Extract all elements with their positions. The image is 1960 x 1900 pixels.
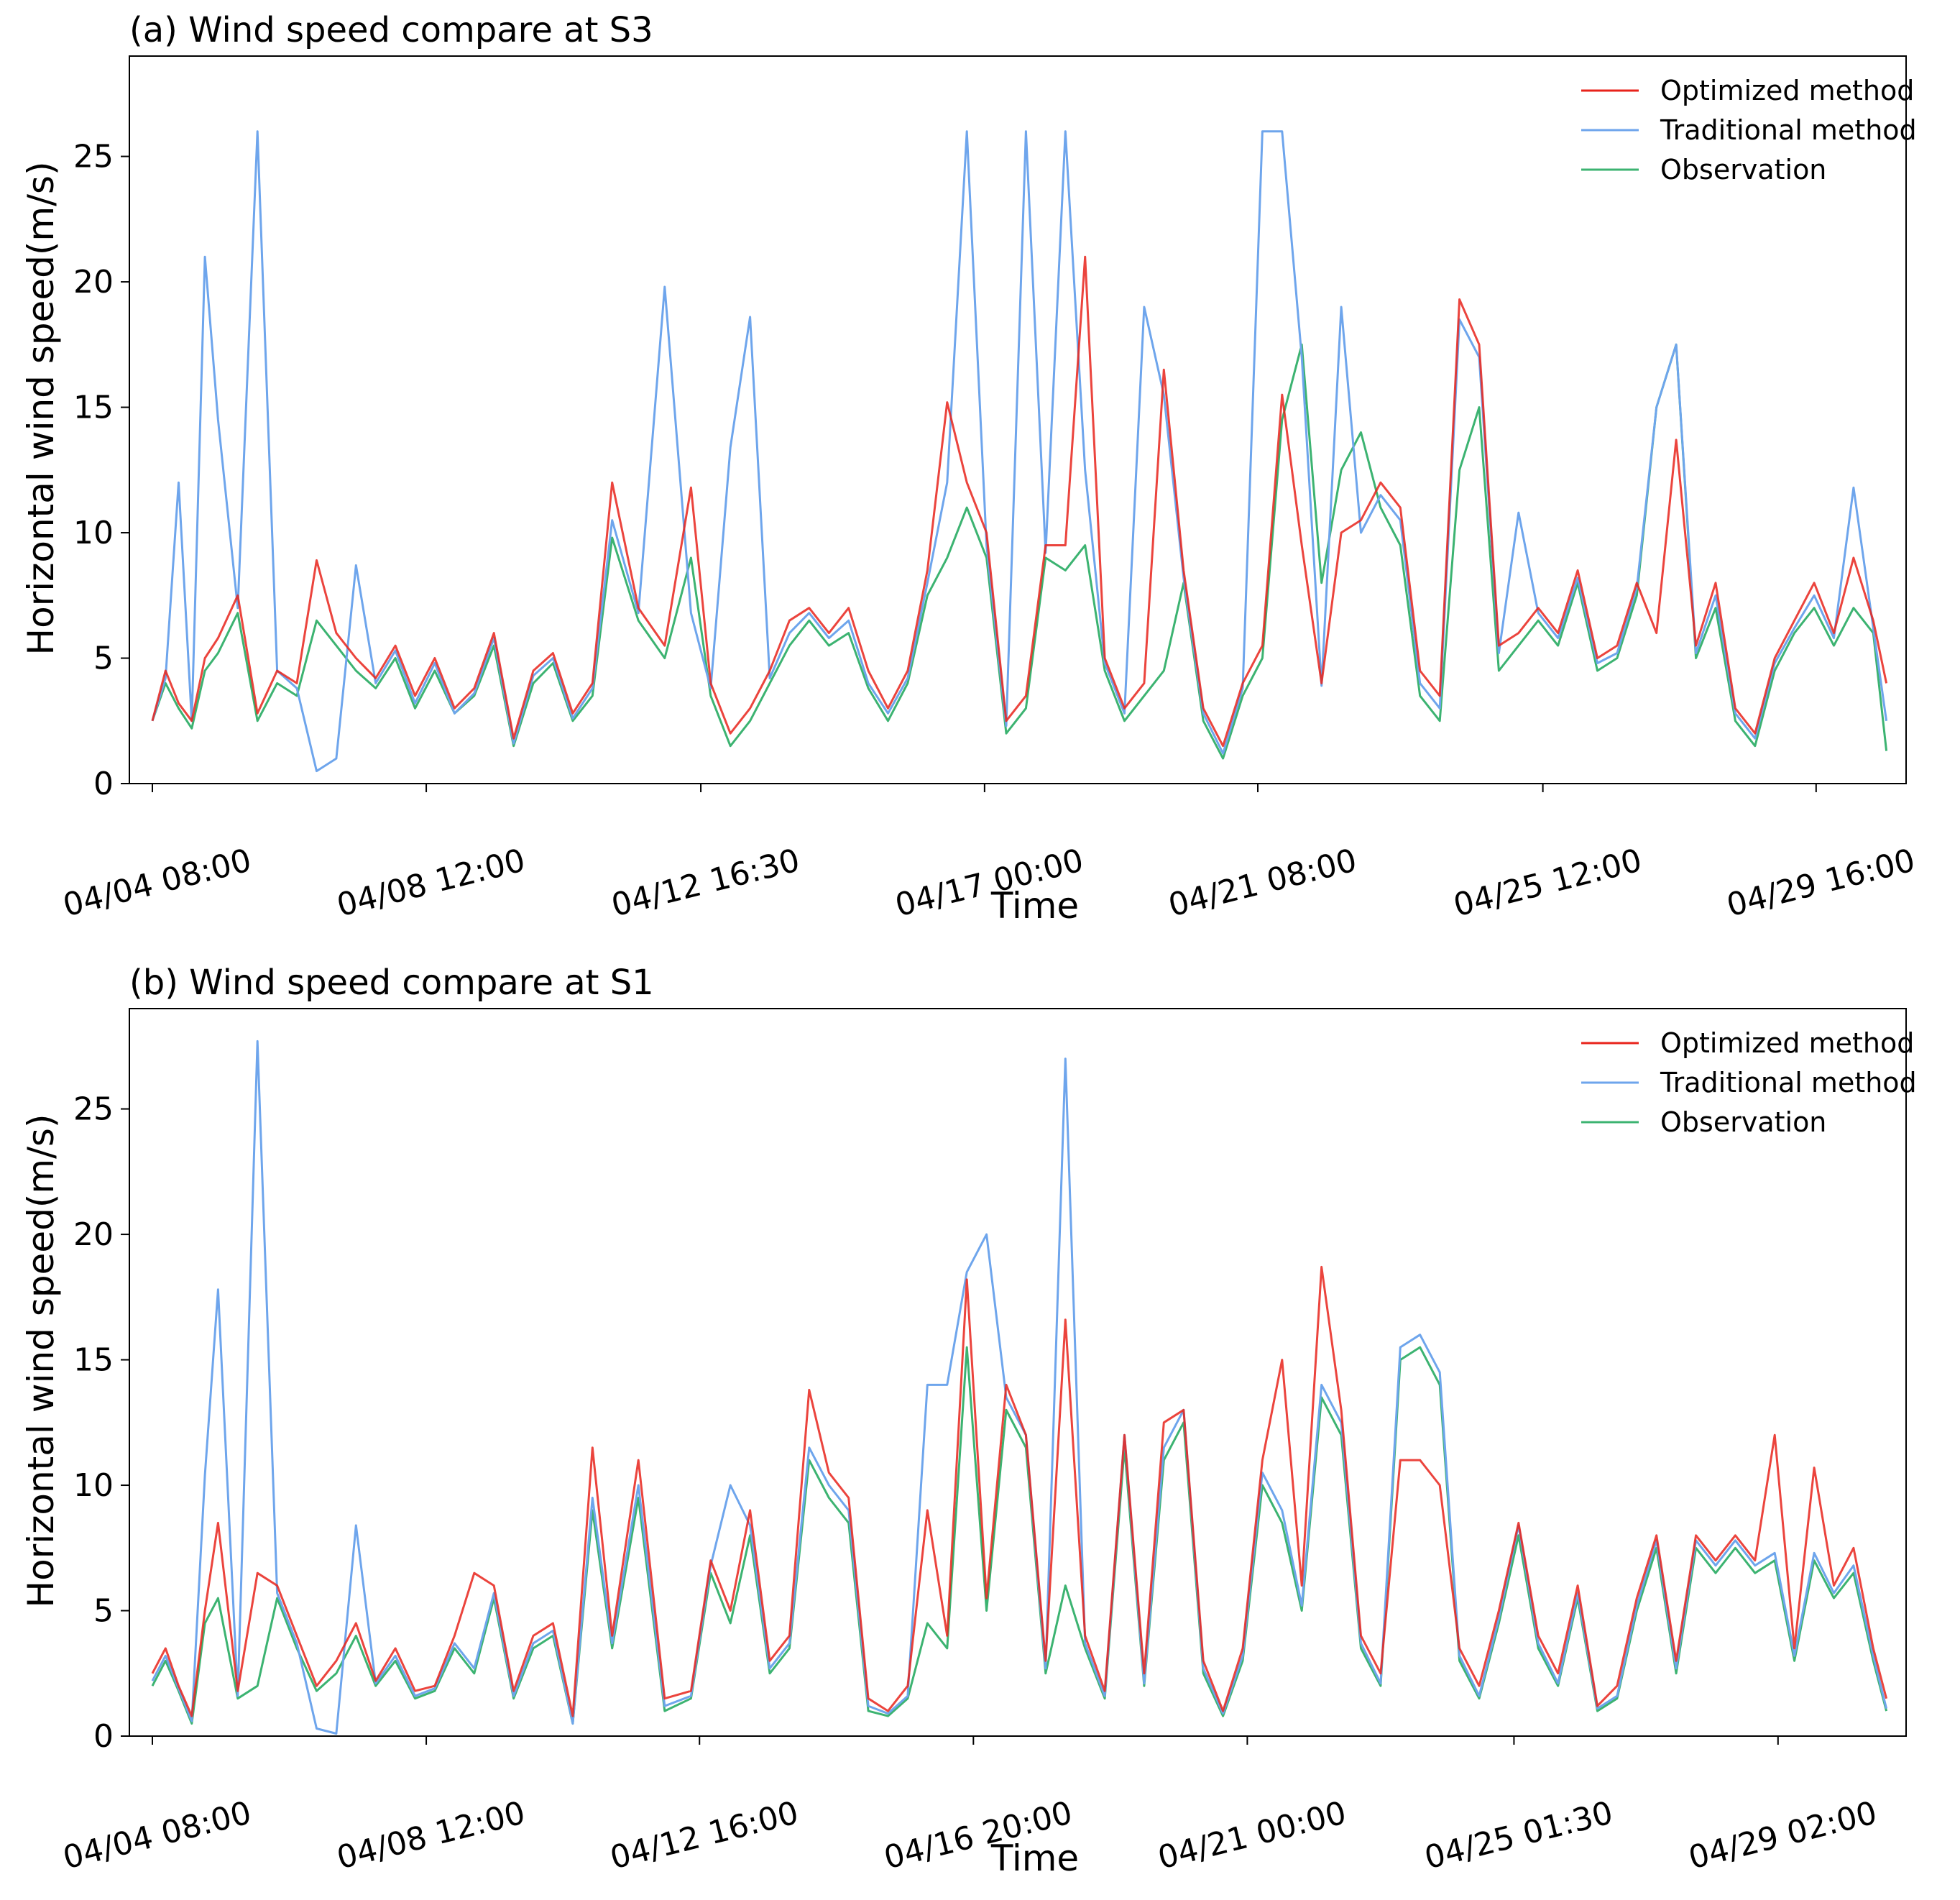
panel-a-ticks: 0 5 10 15 20 25 04/04 08:00 04/08 12:00 04/12 16… [60, 139, 1919, 924]
x-tick-label: 04/29 02:00 [1685, 1794, 1880, 1876]
panel-b-xlabel: Time [990, 1837, 1079, 1879]
y-tick-label: 5 [93, 641, 114, 677]
legend-label-observation: Observation [1660, 1106, 1826, 1138]
series-line-observation [151, 343, 1888, 760]
y-tick-label: 10 [73, 515, 114, 551]
panel-b-legend: Optimized method Traditional method Obse… [1581, 1027, 1917, 1138]
y-tick-label: 0 [93, 1718, 114, 1755]
panel-a-xlabel: Time [990, 885, 1079, 927]
x-tick-label: 04/08 12:00 [333, 1794, 529, 1876]
y-tick-label: 0 [93, 766, 114, 802]
panel-a-ylabel: Horizontal wind speed(m/s) [20, 162, 62, 656]
series-line-optimized-method [151, 1265, 1888, 1717]
y-tick-label: 15 [73, 390, 114, 426]
x-tick-label: 04/12 16:30 [608, 842, 804, 924]
panel-b: (b) Wind speed compare at S1 05101520250… [20, 963, 1917, 1879]
y-tick-label: 15 [73, 1342, 114, 1379]
legend-label-optimized: Optimized method [1660, 1027, 1914, 1059]
y-tick-label: 20 [73, 1216, 114, 1253]
x-tick-label: 04/08 12:00 [333, 842, 529, 924]
legend-label-optimized: Optimized method [1660, 75, 1914, 106]
legend-label-traditional: Traditional method [1660, 1067, 1917, 1098]
x-tick-label: 04/21 00:00 [1154, 1794, 1350, 1876]
series-line-observation [151, 1346, 1888, 1725]
panel-b-ylabel: Horizontal wind speed(m/s) [20, 1114, 62, 1608]
series-line-optimized-method [151, 255, 1888, 748]
x-tick-label: 04/04 08:00 [60, 1794, 255, 1876]
panel-a-title: (a) Wind speed compare at S3 [129, 10, 653, 50]
x-tick-label: 04/04 08:00 [60, 842, 255, 924]
panel-b-frame [129, 1008, 1907, 1737]
y-tick-label: 25 [73, 1091, 114, 1128]
panel-b-title: (b) Wind speed compare at S1 [129, 963, 654, 1003]
series-line-traditional-method [151, 1040, 1888, 1735]
panel-b-ticks: 0 5 10 15 20 25 04/04 08:00 04/08 12:00 04/12 16… [60, 1091, 1881, 1877]
series-line-traditional-method [151, 130, 1888, 773]
y-tick-label: 20 [73, 264, 114, 300]
y-tick-label: 10 [73, 1467, 114, 1504]
x-tick-label: 04/29 16:00 [1723, 842, 1918, 924]
panel-a: (a) Wind speed compare at S3 05101520250… [20, 10, 1918, 927]
panel-a-legend: Optimized method Traditional method Obse… [1581, 75, 1917, 185]
legend-label-observation: Observation [1660, 154, 1826, 185]
panel-b-series [151, 1040, 1888, 1735]
x-tick-label: 04/25 12:00 [1450, 842, 1645, 924]
x-tick-label: 04/21 08:00 [1165, 842, 1361, 924]
legend-label-traditional: Traditional method [1660, 114, 1917, 146]
y-tick-label: 5 [93, 1593, 114, 1630]
y-tick-label: 25 [73, 139, 114, 175]
panel-a-series [151, 130, 1888, 773]
x-tick-label: 04/12 16:00 [607, 1794, 802, 1876]
x-tick-label: 04/25 01:30 [1421, 1794, 1616, 1876]
panel-a-frame [129, 55, 1907, 784]
